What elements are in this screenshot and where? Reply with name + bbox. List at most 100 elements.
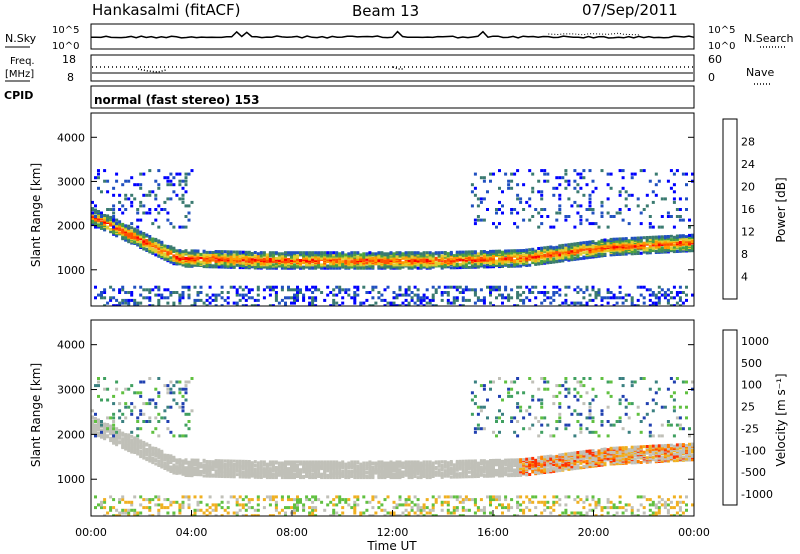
power-cell <box>271 263 275 267</box>
power-cell <box>398 293 402 297</box>
power-cell <box>489 288 492 292</box>
power-cell <box>648 225 652 229</box>
power-cell <box>178 249 182 253</box>
power-cell <box>259 251 263 255</box>
velocity-cell <box>284 506 287 510</box>
power-cell <box>344 288 348 292</box>
power-cell <box>552 186 556 190</box>
power-cell <box>365 252 369 256</box>
power-cell <box>425 301 429 305</box>
power-cell <box>118 288 122 292</box>
power-cell <box>314 265 318 269</box>
power-cell <box>651 301 655 305</box>
power-cell <box>187 204 191 208</box>
velocity-cell <box>271 495 275 499</box>
power-cell <box>555 218 559 222</box>
power-cell <box>461 260 465 264</box>
velocity-cell <box>106 427 110 431</box>
velocity-cell <box>290 506 293 510</box>
power-cell <box>588 169 592 173</box>
power-cell <box>302 265 306 269</box>
power-cell <box>178 172 182 176</box>
power-cell <box>534 296 538 300</box>
power-cell <box>401 293 405 297</box>
velocity-cell <box>112 434 116 438</box>
power-cell <box>404 251 408 255</box>
power-cell <box>332 288 336 292</box>
power-cell <box>576 183 580 187</box>
power-cell <box>618 193 622 197</box>
power-cell <box>582 243 586 247</box>
power-cell <box>223 259 227 263</box>
velocity-cell <box>386 511 390 515</box>
power-cell <box>404 304 408 306</box>
velocity-cell <box>235 514 239 516</box>
velocity-cell <box>247 506 251 510</box>
power-cell <box>476 215 480 218</box>
velocity-cell <box>166 459 170 463</box>
power-cell <box>507 186 511 190</box>
velocity-cell <box>422 503 426 507</box>
power-cell <box>576 301 580 305</box>
power-cell <box>109 215 113 219</box>
power-cell <box>148 211 152 215</box>
power-cell <box>579 257 583 261</box>
power-cell <box>359 304 363 306</box>
power-cell <box>250 260 254 264</box>
power-cell <box>510 186 514 190</box>
velocity-cell <box>184 466 188 470</box>
power-cell <box>341 288 345 292</box>
power-cell <box>163 296 167 300</box>
power-cell <box>618 285 622 289</box>
power-cell <box>127 301 131 305</box>
power-cell <box>350 265 354 269</box>
power-cell <box>274 291 278 294</box>
power-cell <box>350 251 354 255</box>
power-cell <box>130 204 134 208</box>
power-cell <box>691 172 694 176</box>
velocity-cell <box>112 514 116 516</box>
power-cell <box>124 233 128 237</box>
velocity-cell <box>175 458 179 462</box>
power-cell <box>265 259 269 262</box>
sky-right-tick-bottom: 10^0 <box>708 41 735 52</box>
velocity-cell <box>220 500 224 504</box>
velocity-cell <box>139 380 143 384</box>
power-cell <box>591 179 595 183</box>
power-cell <box>675 291 679 294</box>
power-cell <box>585 288 589 292</box>
velocity-cell <box>217 503 221 507</box>
power-cell <box>305 256 309 260</box>
power-cell <box>516 291 520 294</box>
power-cell <box>685 245 688 249</box>
power-cell <box>314 296 318 300</box>
power-cell <box>627 293 631 297</box>
cpid-label: CPID <box>4 89 33 102</box>
velocity-cell <box>202 463 206 467</box>
velocity-cell <box>190 473 194 477</box>
power-cell <box>335 285 339 289</box>
velocity-cell <box>232 511 236 515</box>
power-cell <box>558 256 562 260</box>
velocity-cell <box>365 500 369 504</box>
power-cell <box>142 211 146 215</box>
power-cell <box>124 193 128 197</box>
velocity-cell <box>226 506 230 510</box>
velocity-cell <box>154 446 158 450</box>
power-cell <box>681 240 685 244</box>
power-cell <box>473 186 477 190</box>
velocity-cell <box>91 415 94 419</box>
velocity-cell <box>332 460 336 464</box>
power-cell <box>311 285 315 289</box>
velocity-cell <box>139 443 143 447</box>
velocity-cell <box>112 416 116 420</box>
velocity-cell <box>220 495 224 499</box>
velocity-cell <box>238 475 242 479</box>
power-cell <box>190 169 194 173</box>
power-cell <box>317 251 321 255</box>
power-cell <box>507 179 511 183</box>
velocity-cell <box>353 500 357 504</box>
velocity-cell <box>154 495 158 499</box>
power-cell <box>109 285 113 289</box>
power-cell <box>277 252 281 256</box>
